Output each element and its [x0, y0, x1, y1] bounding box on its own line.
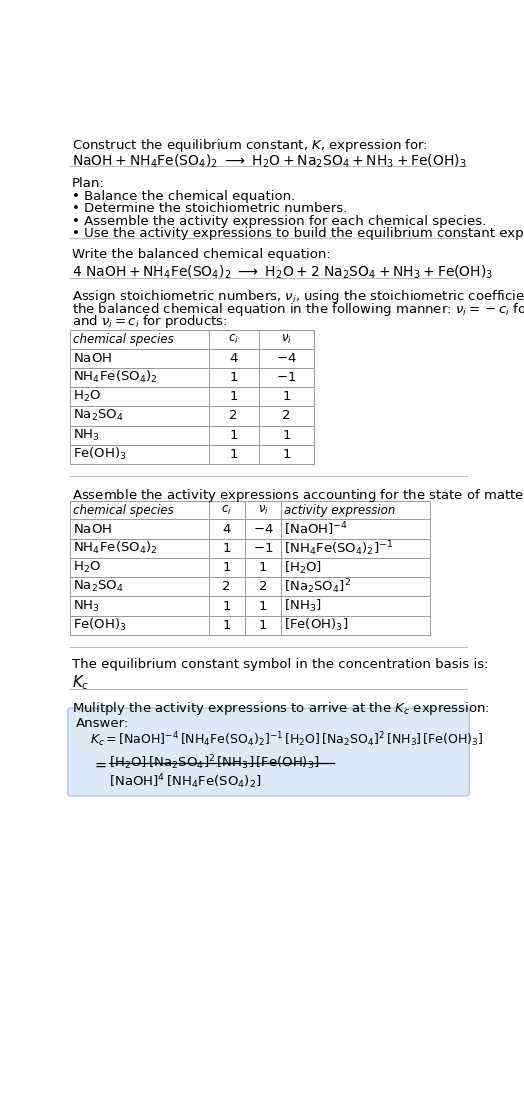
Text: $c_i$: $c_i$ [221, 504, 232, 517]
Text: $\mathrm{Fe(OH)_3}$: $\mathrm{Fe(OH)_3}$ [73, 447, 127, 462]
Text: • Assemble the activity expression for each chemical species.: • Assemble the activity expression for e… [72, 215, 486, 228]
Text: $[\mathrm{Na_2SO_4}]^2$: $[\mathrm{Na_2SO_4}]^2$ [284, 577, 351, 596]
Text: Assemble the activity expressions accounting for the state of matter and $\nu_i$: Assemble the activity expressions accoun… [72, 487, 524, 504]
Text: 2: 2 [282, 410, 291, 423]
Text: Construct the equilibrium constant, $K$, expression for:: Construct the equilibrium constant, $K$,… [72, 137, 428, 153]
Text: $\nu_i$: $\nu_i$ [281, 333, 292, 346]
Bar [70, 348, 313, 368]
Text: 1: 1 [259, 561, 267, 574]
Bar [70, 368, 313, 387]
Text: 1: 1 [230, 371, 238, 384]
Bar [70, 615, 430, 635]
Text: 1: 1 [230, 428, 238, 441]
Text: $\mathrm{NH_3}$: $\mathrm{NH_3}$ [73, 599, 101, 613]
Text: the balanced chemical equation in the following manner: $\nu_i = -c_i$ for react: the balanced chemical equation in the fo… [72, 301, 524, 318]
Text: 1: 1 [230, 448, 238, 461]
Text: $\mathrm{Fe(OH)_3}$: $\mathrm{Fe(OH)_3}$ [73, 618, 127, 633]
Text: $-4$: $-4$ [276, 351, 297, 365]
Text: $[\mathrm{H_2O}]\,[\mathrm{Na_2SO_4}]^2\,[\mathrm{NH_3}]\,[\mathrm{Fe(OH)_3}]$: $[\mathrm{H_2O}]\,[\mathrm{Na_2SO_4}]^2\… [109, 753, 320, 772]
Text: chemical species: chemical species [73, 504, 174, 517]
Text: Answer:: Answer: [77, 716, 129, 729]
Text: $[\mathrm{NH_4Fe(SO_4)_2}]^{-1}$: $[\mathrm{NH_4Fe(SO_4)_2}]^{-1}$ [284, 539, 393, 557]
Text: 1: 1 [223, 561, 231, 574]
Text: $\mathrm{H_2O}$: $\mathrm{H_2O}$ [73, 560, 101, 575]
Text: $c_i$: $c_i$ [228, 333, 239, 346]
Text: $-4$: $-4$ [253, 522, 274, 535]
Text: $[\mathrm{H_2O}]$: $[\mathrm{H_2O}]$ [284, 560, 322, 576]
Text: $[\mathrm{NaOH}]^{-4}$: $[\mathrm{NaOH}]^{-4}$ [284, 520, 348, 538]
Bar [70, 406, 313, 426]
Text: 2: 2 [230, 410, 238, 423]
Text: 1: 1 [282, 390, 291, 403]
Text: 2: 2 [223, 580, 231, 593]
Text: $\nu_i$: $\nu_i$ [258, 504, 268, 517]
Text: $K_c$: $K_c$ [72, 673, 89, 692]
Bar [70, 519, 430, 539]
Text: 1: 1 [259, 619, 267, 632]
Bar [70, 558, 430, 577]
Bar [70, 597, 430, 615]
Bar [70, 330, 313, 348]
Text: 1: 1 [223, 600, 231, 612]
Text: $-1$: $-1$ [253, 542, 274, 555]
Text: 4: 4 [230, 351, 238, 365]
Bar [70, 539, 430, 558]
Text: 4: 4 [223, 522, 231, 535]
Text: Assign stoichiometric numbers, $\nu_i$, using the stoichiometric coefficients, $: Assign stoichiometric numbers, $\nu_i$, … [72, 288, 524, 306]
Text: $\mathrm{H_2O}$: $\mathrm{H_2O}$ [73, 389, 101, 404]
Bar [70, 426, 313, 445]
Text: Write the balanced chemical equation:: Write the balanced chemical equation: [72, 249, 331, 262]
Text: activity expression: activity expression [284, 504, 396, 517]
Text: 1: 1 [223, 619, 231, 632]
Text: $[\mathrm{NH_3}]$: $[\mathrm{NH_3}]$ [284, 598, 322, 614]
Bar [70, 445, 313, 464]
Text: $\mathrm{NH_4Fe(SO_4)_2}$: $\mathrm{NH_4Fe(SO_4)_2}$ [73, 369, 158, 385]
Text: $[\mathrm{Fe(OH)_3}]$: $[\mathrm{Fe(OH)_3}]$ [284, 618, 348, 633]
Text: • Use the activity expressions to build the equilibrium constant expression.: • Use the activity expressions to build … [72, 227, 524, 240]
Text: $\mathrm{NaOH}$: $\mathrm{NaOH}$ [73, 522, 112, 535]
Text: • Determine the stoichiometric numbers.: • Determine the stoichiometric numbers. [72, 203, 347, 216]
Text: $\mathrm{NaOH}$: $\mathrm{NaOH}$ [73, 351, 112, 365]
Text: Plan:: Plan: [72, 176, 104, 189]
Bar [70, 502, 430, 519]
Text: 2: 2 [259, 580, 267, 593]
Text: $[\mathrm{NaOH}]^4\,[\mathrm{NH_4Fe(SO_4)_2}]$: $[\mathrm{NaOH}]^4\,[\mathrm{NH_4Fe(SO_4… [109, 772, 261, 791]
Text: $=$: $=$ [92, 757, 107, 772]
Text: 1: 1 [223, 542, 231, 555]
Text: The equilibrium constant symbol in the concentration basis is:: The equilibrium constant symbol in the c… [72, 658, 488, 671]
Text: 1: 1 [230, 390, 238, 403]
Text: $-1$: $-1$ [276, 371, 297, 384]
Text: $K_c = [\mathrm{NaOH}]^{-4}\,[\mathrm{NH_4Fe(SO_4)_2}]^{-1}\,[\mathrm{H_2O}]\,[\: $K_c = [\mathrm{NaOH}]^{-4}\,[\mathrm{NH… [90, 730, 483, 749]
FancyBboxPatch shape [68, 708, 470, 796]
Text: chemical species: chemical species [73, 333, 174, 346]
Text: and $\nu_i = c_i$ for products:: and $\nu_i = c_i$ for products: [72, 313, 227, 330]
Text: $\mathrm{NaOH + NH_4Fe(SO_4)_2 \ \longrightarrow \ H_2O + Na_2SO_4 + NH_3 + Fe(O: $\mathrm{NaOH + NH_4Fe(SO_4)_2 \ \longri… [72, 152, 466, 170]
Text: • Balance the chemical equation.: • Balance the chemical equation. [72, 189, 295, 203]
Bar [70, 387, 313, 406]
Text: 1: 1 [282, 448, 291, 461]
Text: 1: 1 [282, 428, 291, 441]
Text: 1: 1 [259, 600, 267, 612]
Text: $\mathrm{4\ NaOH + NH_4Fe(SO_4)_2 \ \longrightarrow \ H_2O + 2\ Na_2SO_4 + NH_3 : $\mathrm{4\ NaOH + NH_4Fe(SO_4)_2 \ \lon… [72, 264, 493, 281]
Text: $\mathrm{Na_2SO_4}$: $\mathrm{Na_2SO_4}$ [73, 579, 124, 595]
Text: $\mathrm{Na_2SO_4}$: $\mathrm{Na_2SO_4}$ [73, 408, 124, 424]
Bar [70, 577, 430, 597]
Text: $\mathrm{NH_3}$: $\mathrm{NH_3}$ [73, 428, 101, 442]
Text: Mulitply the activity expressions to arrive at the $K_c$ expression:: Mulitply the activity expressions to arr… [72, 700, 489, 716]
Text: $\mathrm{NH_4Fe(SO_4)_2}$: $\mathrm{NH_4Fe(SO_4)_2}$ [73, 540, 158, 556]
